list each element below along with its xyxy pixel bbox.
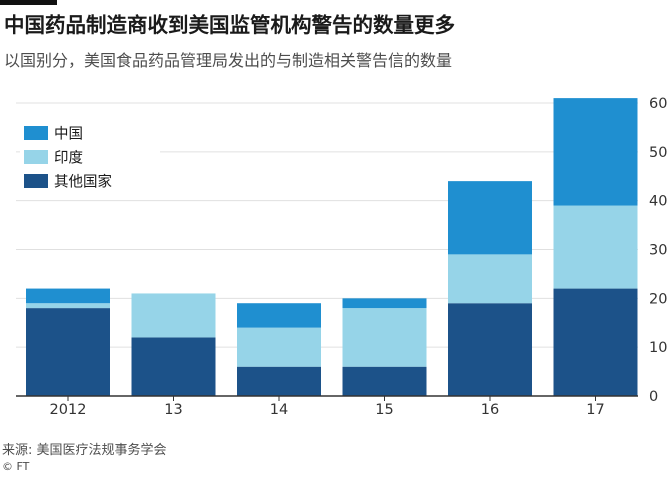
x-tick-label: 16 (481, 402, 499, 418)
bar-segment (26, 288, 110, 304)
legend-label: 其他国家 (54, 174, 112, 191)
y-tick-label: 60 (649, 96, 667, 112)
bar-segment (237, 303, 321, 328)
legend-swatch (24, 150, 48, 164)
x-tick-label: 13 (164, 402, 182, 418)
bar-segment (342, 366, 427, 396)
x-tick-label: 15 (375, 402, 393, 418)
bar-segment (553, 205, 638, 289)
chart-title: 中国药品制造商收到美国监管机构警告的数量更多 (4, 13, 455, 37)
bar-segment (448, 254, 532, 304)
copyright-credit: © FT (2, 460, 30, 473)
y-tick-label: 0 (649, 389, 658, 405)
source-note: 来源: 美国医疗法规事务学会 (2, 443, 167, 458)
legend-swatch (24, 126, 48, 140)
bar-segment (237, 366, 321, 396)
bar-segment (131, 293, 216, 338)
bar-segment (448, 303, 532, 396)
y-tick-label: 40 (649, 194, 667, 210)
y-tick-label: 50 (649, 145, 667, 161)
legend-label: 中国 (54, 126, 83, 143)
chart-subtitle: 以国别分，美国食品药品管理局发出的与制造相关警告信的数量 (4, 51, 453, 70)
x-tick-label: 17 (586, 402, 604, 418)
legend-swatch (24, 174, 48, 188)
x-tick-label: 14 (270, 402, 288, 418)
y-tick-label: 30 (649, 243, 667, 259)
bar-segment (342, 308, 427, 367)
bar-segment (26, 308, 110, 396)
bar-segment (448, 181, 532, 255)
legend-label: 印度 (54, 150, 83, 167)
bar-segment (553, 98, 638, 206)
y-tick-label: 20 (649, 291, 667, 307)
y-tick-label: 10 (649, 340, 667, 356)
bar-segment (553, 288, 638, 396)
bars (26, 98, 638, 396)
bar-segment (26, 303, 110, 309)
brand-top-rule (0, 0, 57, 5)
bar-segment (131, 337, 216, 396)
bar-segment (342, 298, 427, 309)
x-tick-label: 2012 (50, 402, 87, 418)
axes: 0 10 20 30 40 50 60 2012 13 14 15 16 17 (16, 96, 667, 418)
bar-segment (237, 327, 321, 367)
